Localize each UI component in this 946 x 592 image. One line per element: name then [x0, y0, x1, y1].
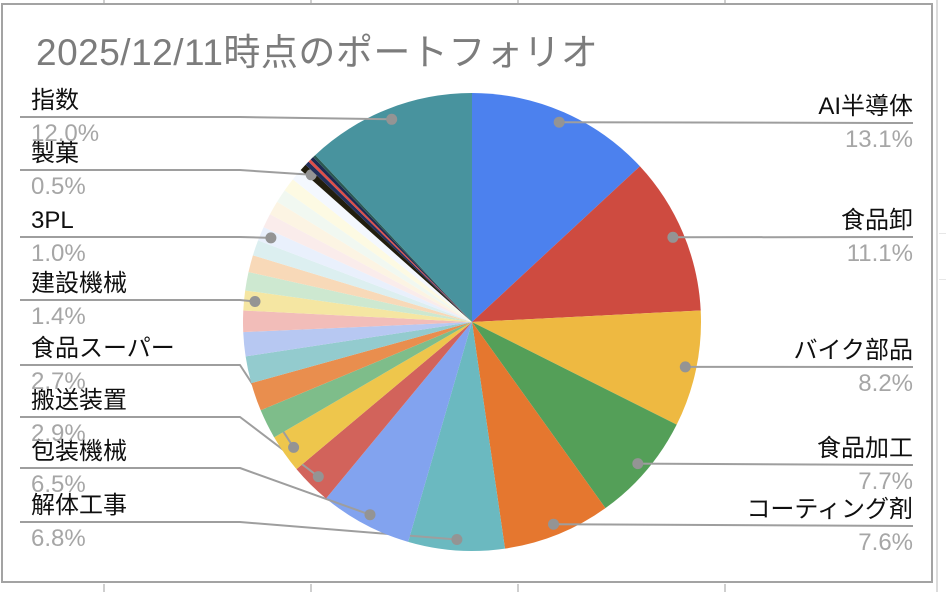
pie-slice[interactable]: [292, 170, 472, 322]
gridline-stub: [724, 584, 726, 592]
slice-percent: 11.1%: [846, 240, 913, 267]
callout-dot: [548, 518, 559, 530]
slice-label: 3PL: [31, 207, 74, 234]
slice-percent: 6.5%: [31, 471, 86, 498]
pie-slice[interactable]: [277, 190, 472, 322]
gridline-stub: [724, 0, 726, 4]
gridline-stub: [517, 584, 519, 592]
chart-title: 2025/12/11時点のポートフォリオ: [36, 32, 599, 73]
callout-leader-line: [553, 523, 914, 527]
pie-slice[interactable]: [245, 322, 472, 384]
pie-slice[interactable]: [258, 227, 472, 322]
callout-dot: [386, 113, 398, 125]
pie-slice[interactable]: [274, 322, 472, 470]
slice-label: 解体工事: [31, 492, 127, 519]
slice-percent: 6.8%: [31, 525, 86, 552]
slice-percent: 8.2%: [858, 370, 913, 397]
slice-label: 包装機械: [31, 438, 127, 465]
slice-label: バイク部品: [793, 337, 913, 364]
callout-dot: [632, 458, 644, 470]
callout-dot: [312, 471, 324, 483]
callout-leader-line: [559, 121, 914, 124]
pie-slice[interactable]: [326, 322, 472, 542]
pie-slice[interactable]: [243, 322, 472, 357]
pie-slice[interactable]: [310, 157, 472, 322]
pie-slice[interactable]: [472, 166, 701, 322]
sheet-column-gridline: [936, 0, 938, 592]
slice-label: 食品卸: [841, 207, 913, 234]
callout-leader-line: [20, 467, 371, 516]
slice-label: 食品スーパー: [31, 335, 175, 362]
pie-slice[interactable]: [305, 161, 472, 322]
gridline-stub: [517, 0, 519, 4]
pie-slice[interactable]: [242, 310, 472, 333]
slice-percent: 0.5%: [31, 173, 86, 200]
slice-label: コーティング剤: [746, 496, 913, 523]
pie-slice[interactable]: [313, 155, 472, 322]
gridline-stub: [310, 584, 312, 592]
gridline-stub: [310, 0, 312, 4]
callout-dot: [667, 231, 679, 243]
gridline-stub: [103, 584, 105, 592]
slice-label: 建設機械: [31, 270, 127, 297]
callout-leader-line: [20, 299, 256, 303]
callout-dot: [288, 441, 300, 453]
pie-slice[interactable]: [251, 322, 472, 411]
slice-label: 食品加工: [817, 435, 913, 462]
slice-percent: 7.6%: [858, 529, 913, 556]
pie-slice[interactable]: [284, 179, 472, 322]
slice-label: 搬送装置: [31, 387, 127, 414]
slice-label: 指数: [31, 87, 79, 114]
callout-leader-line: [20, 116, 392, 121]
slice-percent: 2.9%: [31, 420, 86, 447]
pie-slice[interactable]: [472, 322, 606, 549]
pie-slice[interactable]: [252, 240, 472, 322]
callout-dot: [265, 232, 277, 244]
pie-slice[interactable]: [472, 322, 677, 509]
callout-leader-line: [637, 462, 914, 466]
pie-slice[interactable]: [263, 214, 472, 322]
slice-percent: 12.0%: [31, 120, 100, 147]
pie-slice[interactable]: [300, 164, 472, 322]
callout-leader-line: [20, 236, 271, 239]
slice-percent: 2.7%: [31, 368, 86, 395]
slice-percent: 13.1%: [844, 126, 913, 153]
pie-slice[interactable]: [315, 93, 472, 322]
pie-slice[interactable]: [472, 93, 640, 322]
slice-percent: 7.7%: [858, 468, 913, 495]
callout-dot: [249, 296, 261, 307]
gridline-stub: [939, 233, 946, 234]
callout-dot: [553, 116, 565, 128]
pie-slice[interactable]: [245, 272, 472, 322]
pie-slice[interactable]: [296, 322, 472, 499]
pie-slice[interactable]: [408, 322, 505, 551]
pie-slice[interactable]: [269, 201, 472, 322]
pie-slice[interactable]: [248, 255, 472, 322]
pie-slice[interactable]: [308, 159, 472, 322]
gridline-stub: [939, 279, 946, 280]
callout-leader-line: [20, 169, 312, 176]
slice-percent: 1.0%: [31, 240, 86, 267]
slice-label: 製菓: [31, 140, 79, 167]
gridline-stub: [103, 0, 105, 4]
callout-dot: [451, 534, 463, 545]
pie-slice[interactable]: [472, 310, 701, 425]
callout-dot: [364, 509, 376, 521]
pie-slice[interactable]: [243, 290, 472, 322]
slice-label: AI半導体: [818, 93, 913, 120]
callout-dot: [679, 361, 691, 373]
slice-percent: 1.4%: [31, 303, 86, 330]
pie-slice[interactable]: [260, 322, 472, 438]
